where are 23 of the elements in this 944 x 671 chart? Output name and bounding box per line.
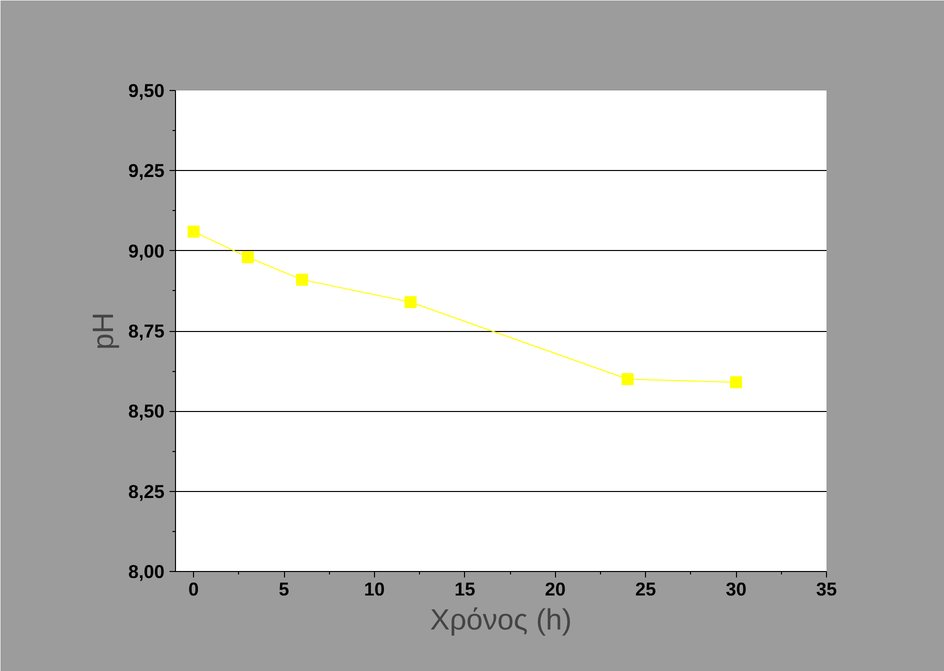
y-tick-label: 8,25 xyxy=(128,480,164,502)
point xyxy=(296,274,308,286)
x-tick-label: 35 xyxy=(816,578,837,600)
y-tick-label: 8,50 xyxy=(128,400,164,422)
point xyxy=(404,296,417,308)
y-tick-label: 9,00 xyxy=(128,240,164,262)
point xyxy=(188,226,200,238)
y-tick-label: 8,75 xyxy=(128,320,164,342)
y-tick-label: 9,25 xyxy=(128,160,164,182)
x-axis-title: Χρόνος (h) xyxy=(430,604,572,636)
x-tick-label: 25 xyxy=(635,578,656,600)
x-tick-label: 5 xyxy=(278,578,290,600)
y-tick-label: 8,00 xyxy=(128,561,164,582)
y-axis-title: pH xyxy=(87,312,120,350)
x-tick-label: 15 xyxy=(454,578,476,600)
point xyxy=(730,376,742,388)
y-tick-label: 9,50 xyxy=(128,80,164,101)
point xyxy=(622,373,634,386)
point xyxy=(242,251,254,264)
x-tick-label: 10 xyxy=(364,578,385,600)
x-tick-label: 0 xyxy=(188,578,199,600)
x-tick-label: 30 xyxy=(726,578,746,600)
x-tick-label: 20 xyxy=(544,578,566,600)
